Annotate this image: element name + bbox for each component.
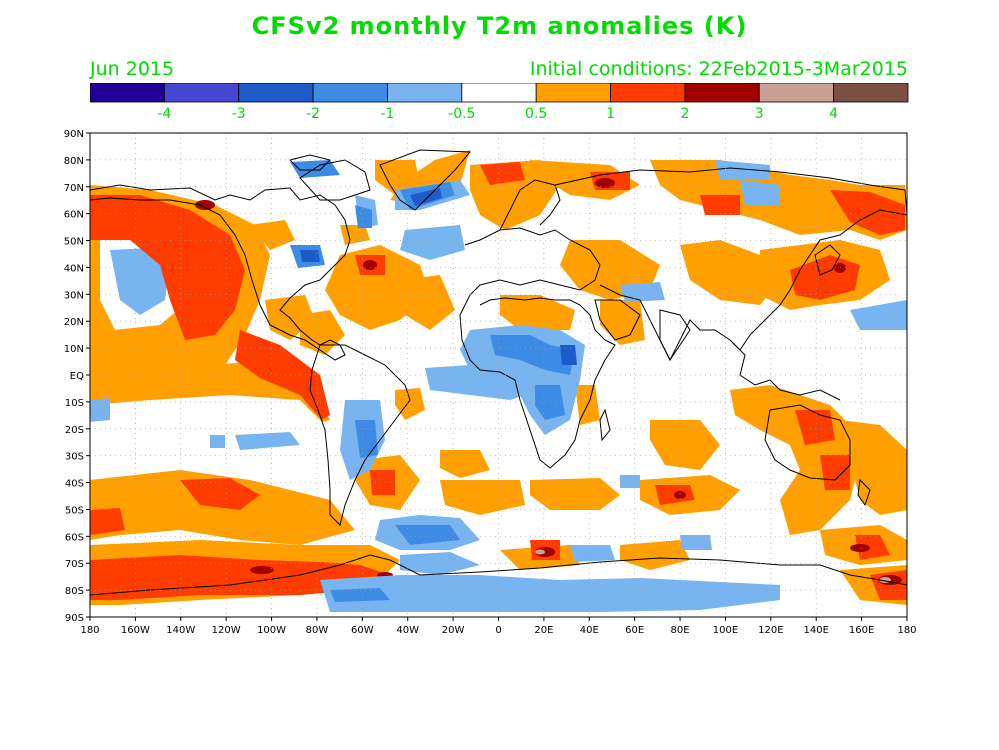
lon-label: 80E (671, 625, 690, 636)
lat-label: 20N (64, 317, 84, 328)
lon-label: 120W (212, 625, 241, 636)
lon-label: 80W (306, 625, 329, 636)
lat-label: 60S (65, 532, 84, 543)
colorbar-tick-label: -0.5 (448, 106, 475, 122)
lat-label: 50N (64, 237, 84, 248)
lat-label: 30N (64, 290, 84, 301)
lon-label: 180 (897, 625, 916, 636)
latitude-labels: 90N 80N 70N 60N 50N 40N 30N 20N 10N EQ 10S 20S 30S 40… (64, 129, 90, 624)
colorbar-tick-label: 3 (755, 106, 764, 122)
lon-label: 20W (442, 625, 465, 636)
lon-label: 120E (758, 625, 783, 636)
lon-label: 160E (849, 625, 874, 636)
lat-label: 10S (65, 398, 84, 409)
longitude-labels: 180 160W 140W 120W 100W 80W 60W 40W 20W 0 20E 40E 60… (80, 617, 917, 636)
colorbar-tick-label: 4 (829, 106, 838, 122)
lat-label: 20S (65, 425, 84, 436)
lon-label: 60E (625, 625, 644, 636)
lat-label: 70N (64, 183, 84, 194)
lon-label: 140W (166, 625, 195, 636)
colorbar-tick-label: 1 (606, 106, 615, 122)
lat-label: 70S (65, 559, 84, 570)
lon-label: 160W (121, 625, 150, 636)
lon-label: 0 (495, 625, 501, 636)
colorbar-swatch (833, 83, 909, 103)
lat-label: 40N (64, 263, 84, 274)
lon-label: 100W (257, 625, 286, 636)
lat-label: EQ (70, 371, 84, 382)
lon-label: 20E (534, 625, 553, 636)
colorbar-tick-label: -3 (232, 106, 246, 122)
valid-month-label: Jun 2015 (90, 58, 175, 80)
lat-label: 10N (64, 344, 84, 355)
lat-label: 50S (65, 505, 84, 516)
coastlines (90, 149, 907, 596)
lat-label: 90N (64, 129, 84, 140)
lat-label: 80N (64, 156, 84, 167)
lat-lon-grid (90, 133, 907, 617)
lat-label: 60N (64, 210, 84, 221)
lat-label: 90S (65, 613, 84, 624)
lat-label: 30S (65, 452, 84, 463)
lon-label: 180 (80, 625, 99, 636)
lon-label: 40E (580, 625, 599, 636)
colorbar-tick-label: -1 (380, 106, 394, 122)
colorbar: -4 -3 -2 -1 -0.5 0.5 1 2 3 4 (90, 83, 909, 122)
lon-label: 100E (713, 625, 738, 636)
colorbar-tick-label: -2 (306, 106, 320, 122)
cold-anomaly-strong (300, 188, 577, 365)
lon-label: 140E (804, 625, 829, 636)
map-title: CFSv2 monthly T2m anomalies (K) (251, 12, 748, 40)
colorbar-tick-label: 0.5 (525, 106, 547, 122)
lon-label: 60W (351, 625, 374, 636)
lat-label: 40S (65, 479, 84, 490)
lon-label: 40W (396, 625, 419, 636)
colorbar-tick-label: -4 (157, 106, 171, 122)
initial-conditions-label: Initial conditions: 22Feb2015-3Mar2015 (529, 58, 908, 80)
colorbar-tick-label: 2 (680, 106, 689, 122)
lat-label: 80S (65, 586, 84, 597)
